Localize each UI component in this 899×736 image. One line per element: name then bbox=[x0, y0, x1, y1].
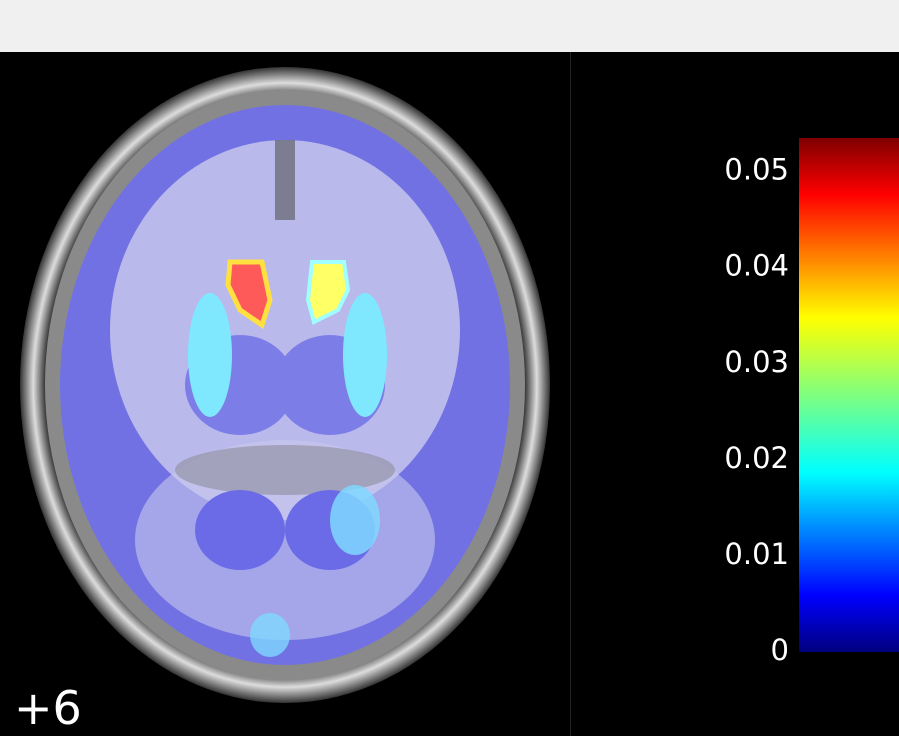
colorbar-tick-label: 0 bbox=[771, 633, 789, 667]
slice-label: +6 bbox=[14, 681, 82, 735]
colorbar bbox=[799, 138, 899, 652]
colorbar-tick-label: 0.04 bbox=[724, 249, 789, 283]
colorbar-tick-label: 0.02 bbox=[724, 441, 789, 475]
toolbar bbox=[0, 0, 899, 52]
colorbar-tick-label: 0.05 bbox=[724, 153, 789, 187]
brain-slice bbox=[20, 67, 550, 703]
colorbar-tick-label: 0.03 bbox=[724, 345, 789, 379]
colorbar-tick-label: 0.01 bbox=[724, 537, 789, 571]
